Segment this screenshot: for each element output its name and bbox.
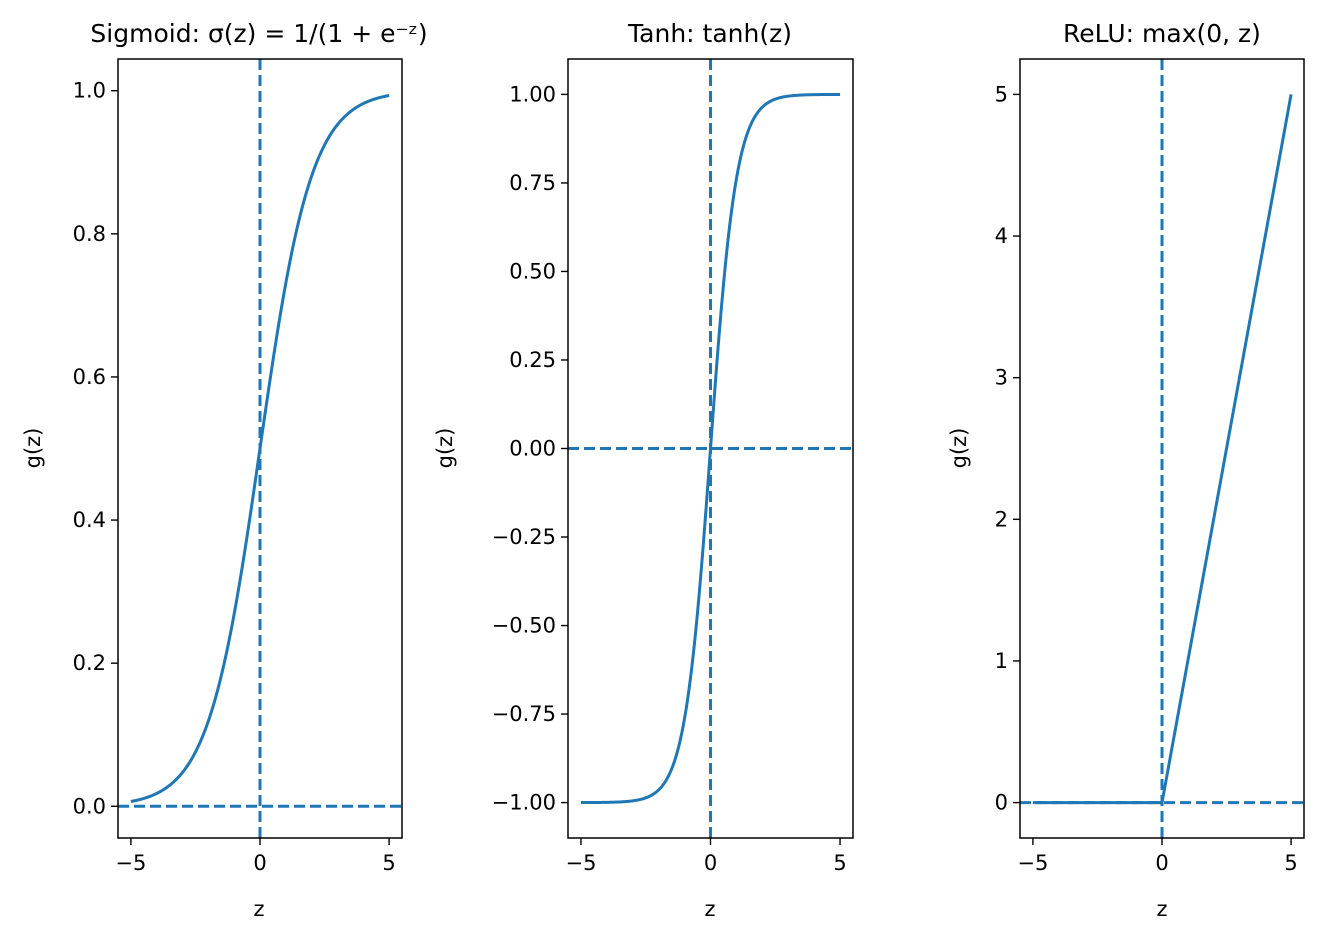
relu-xtick-label: 0: [1155, 851, 1168, 875]
tanh-xtick-label: 0: [704, 851, 717, 875]
sigmoid-panel: Sigmoid: σ(z) = 1/(1 + e⁻ᶻ) z g(z) −5 0 5 0…: [21, 19, 428, 921]
tanh-panel: Tanh: tanh(z) z g(z) −5 0 5 −1.00 −0.75 −0.50…: [433, 19, 854, 921]
tanh-ytick-label: 0.00: [509, 437, 556, 461]
sigmoid-ytick-label: 0.8: [73, 222, 106, 246]
relu-curve: [1032, 94, 1293, 805]
sigmoid-title: Sigmoid: σ(z) = 1/(1 + e⁻ᶻ): [90, 19, 427, 48]
relu-xtick-label: 5: [1284, 851, 1297, 875]
sigmoid-ytick-label: 0.4: [73, 508, 106, 532]
sigmoid-ytick-label: 0.0: [73, 794, 106, 818]
tanh-ytick-label: −0.25: [492, 525, 556, 549]
relu-ytick-label: 3: [995, 366, 1008, 390]
relu-ytick-label: 0: [995, 791, 1008, 815]
relu-ytick-label: 5: [995, 82, 1008, 106]
tanh-xtick-label: 5: [833, 851, 846, 875]
sigmoid-ytick-label: 0.6: [73, 365, 106, 389]
relu-xtick-label: −5: [1017, 851, 1048, 875]
relu-panel: ReLU: max(0, z) z g(z) −5 0 5 0 1 2 3 4 5: [947, 19, 1305, 921]
tanh-ytick-label: 1.00: [509, 82, 556, 106]
tanh-ytick-label: −0.50: [492, 614, 556, 638]
tanh-title: Tanh: tanh(z): [627, 19, 792, 48]
tanh-xtick-label: −5: [565, 851, 596, 875]
relu-ytick-label: 1: [995, 649, 1008, 673]
relu-title: ReLU: max(0, z): [1063, 19, 1261, 48]
relu-ytick-label: 4: [995, 224, 1008, 248]
tanh-ytick-label: −1.00: [492, 791, 556, 815]
relu-ytick-label: 2: [995, 507, 1008, 531]
relu-ylabel: g(z): [947, 428, 971, 469]
relu-xlabel: z: [1156, 897, 1167, 921]
sigmoid-xtick-label: 5: [382, 851, 395, 875]
tanh-xlabel: z: [704, 897, 715, 921]
sigmoid-ytick-label: 0.2: [73, 651, 106, 675]
sigmoid-xlabel: z: [253, 897, 264, 921]
tanh-ylabel: g(z): [433, 428, 457, 469]
tanh-ytick-label: −0.75: [492, 702, 556, 726]
tanh-curve: [580, 92, 841, 805]
sigmoid-xtick-label: 0: [253, 851, 266, 875]
sigmoid-curve: [130, 94, 390, 803]
sigmoid-xtick-label: −5: [115, 851, 146, 875]
sigmoid-ylabel: g(z): [21, 428, 45, 469]
sigmoid-ytick-label: 1.0: [73, 79, 106, 103]
tanh-ytick-label: 0.50: [509, 259, 556, 283]
tanh-ytick-label: 0.75: [509, 171, 556, 195]
tanh-ytick-label: 0.25: [509, 348, 556, 372]
